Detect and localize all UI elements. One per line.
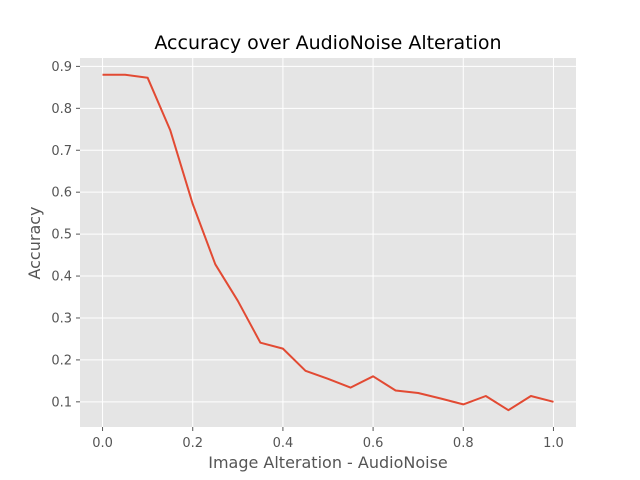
series-group (102, 73, 554, 412)
series-line (102, 73, 554, 412)
y-axis-title: Accuracy (25, 206, 44, 279)
y-tick-label: 0.7 (51, 144, 72, 159)
y-tick-label: 0.6 (51, 186, 72, 201)
y-tick-label: 0.5 (51, 228, 72, 243)
y-tick-label: 0.2 (51, 353, 72, 368)
x-tick-label: 0.6 (363, 436, 384, 451)
x-tick-label: 0.2 (182, 436, 203, 451)
x-tick-label: 0.0 (92, 436, 113, 451)
x-axis-title: Image Alteration - AudioNoise (208, 453, 448, 472)
x-tick-label: 1.0 (543, 436, 564, 451)
y-tick-label: 0.1 (51, 395, 72, 410)
x-axis-ticks: 0.0 0.2 0.4 0.6 0.8 1.0 (92, 427, 564, 451)
y-tick-label: 0.4 (51, 270, 72, 285)
x-tick-label: 0.4 (273, 436, 294, 451)
y-axis-ticks: 0.1 0.2 0.3 0.4 0.5 0.6 0.7 0.8 0.9 (51, 60, 80, 410)
chart-title: Accuracy over AudioNoise Alteration (154, 32, 501, 54)
x-tick-label: 0.8 (453, 436, 474, 451)
plot-area (80, 58, 576, 427)
y-tick-label: 0.9 (51, 60, 72, 75)
y-tick-label: 0.3 (51, 311, 72, 326)
grid-lines (80, 58, 576, 427)
y-tick-label: 0.8 (51, 102, 72, 117)
